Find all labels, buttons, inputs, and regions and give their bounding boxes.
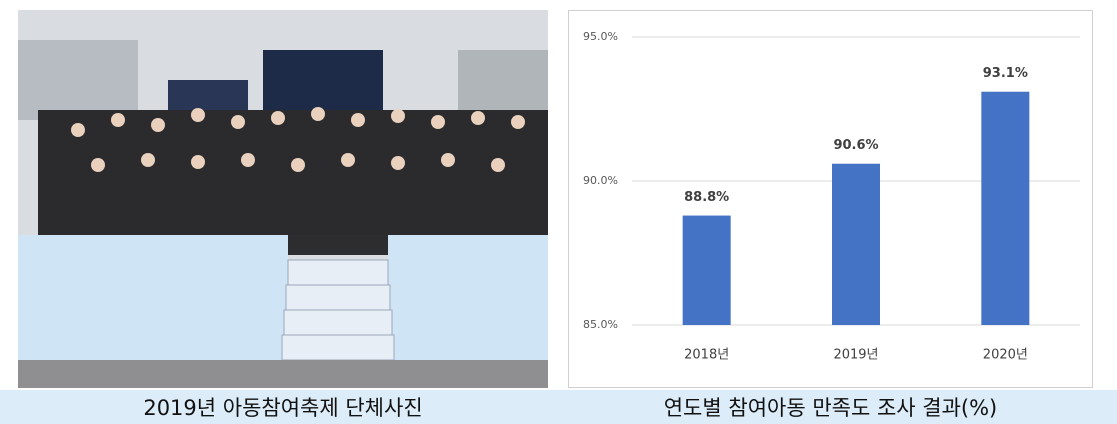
crowd <box>38 110 548 235</box>
stage <box>288 235 388 255</box>
stairs <box>282 260 394 360</box>
data-label: 88.8% <box>684 190 729 205</box>
chart-caption: 연도별 참여아동 만족도 조사 결과(%) <box>568 392 1093 424</box>
ground <box>18 360 548 388</box>
data-label: 90.6% <box>833 138 878 153</box>
photo <box>18 10 548 388</box>
y-tick-label: 90.0% <box>583 174 618 187</box>
building <box>18 40 138 120</box>
bar <box>981 92 1029 325</box>
photo-caption: 2019년 아동참여축제 단체사진 <box>18 392 548 424</box>
chart: 85.0% 90.0% 95.0% 2018년 88.8% 2019년 90.6% 2020년… <box>568 10 1093 388</box>
banner <box>18 235 288 360</box>
y-tick-label: 85.0% <box>583 318 618 331</box>
x-tick-label: 2020년 <box>983 348 1028 363</box>
x-tick-label: 2018년 <box>684 348 729 363</box>
banner <box>388 235 548 360</box>
x-tick-label: 2019년 <box>833 348 878 363</box>
y-tick-label: 95.0% <box>583 30 618 43</box>
bar <box>832 164 880 325</box>
data-label: 93.1% <box>983 66 1028 81</box>
bar <box>683 216 731 325</box>
page: 2019년 아동참여축제 단체사진 연도별 참여아동 만족도 조사 결과(%) … <box>0 0 1117 424</box>
